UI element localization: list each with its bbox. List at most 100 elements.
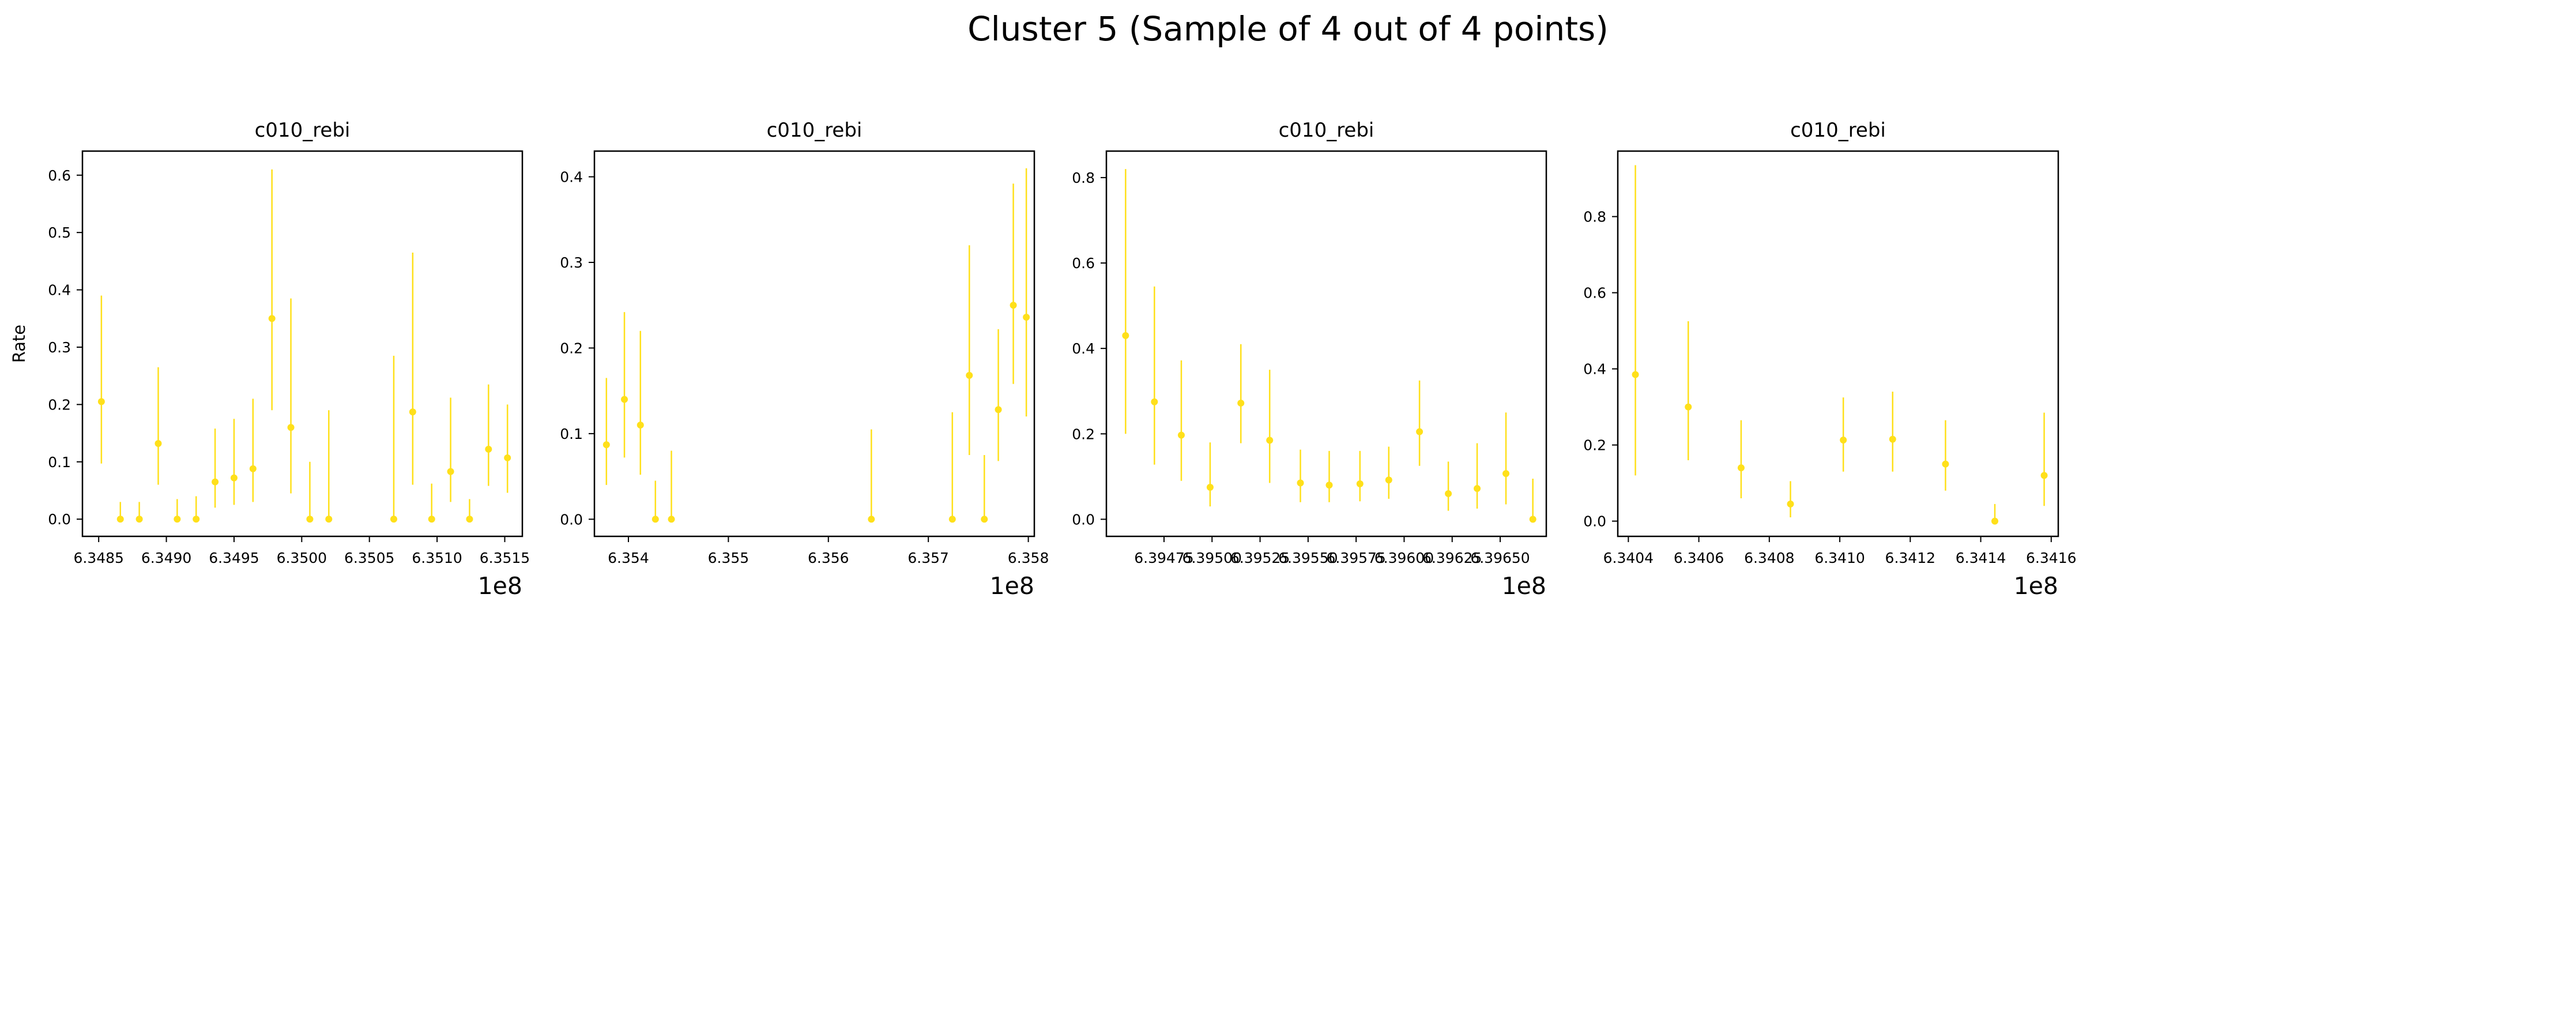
data-point — [637, 422, 644, 429]
data-point — [1787, 500, 1794, 508]
y-tick-label: 0.0 — [1583, 513, 1606, 530]
data-point — [1151, 398, 1158, 405]
data-point — [409, 408, 416, 416]
plot-area: 6.394756.395006.395256.395506.395756.396… — [1072, 119, 1547, 600]
x-tick-label: 6.358 — [1008, 550, 1049, 566]
figure-title: Cluster 5 (Sample of 4 out of 4 points) — [967, 9, 1609, 48]
data-point — [466, 516, 473, 523]
subplot-title: c010_rebi — [1279, 119, 1374, 142]
x-tick-label: 6.3414 — [1956, 550, 2006, 566]
y-tick-label: 0.2 — [1583, 437, 1606, 454]
y-tick-label: 0.0 — [1072, 511, 1095, 528]
chart-panel-4: 6.3404 6.3406 6.3408 6.3410 6.3412 6.3414 6.34… — [1583, 119, 2076, 600]
chart-panel-3: 6.394756.395006.395256.395506.395756.396… — [1072, 119, 1547, 600]
y-tick-label: 0.8 — [1072, 170, 1095, 186]
y-tick-label: 0.8 — [1583, 209, 1606, 226]
data-point — [287, 424, 295, 431]
data-point — [2040, 472, 2048, 479]
x-offset-text: 1e8 — [1502, 572, 1546, 600]
x-tick-label: 6.3500 — [277, 550, 327, 566]
x-tick-label: 6.3406 — [1674, 550, 1724, 566]
x-tick-label: 6.39650 — [1470, 550, 1530, 566]
x-tick-label: 6.3412 — [1885, 550, 1935, 566]
data-point — [1529, 516, 1536, 523]
subplot-title: c010_rebi — [1790, 119, 1886, 142]
data-point — [485, 445, 492, 453]
x-tick-label: 6.355 — [708, 550, 750, 566]
x-tick-label: 6.3410 — [1814, 550, 1865, 566]
data-point — [1297, 479, 1304, 487]
plot-area: 6.354 6.355 6.356 6.357 6.358 0.0 0.1 0.2 0.3 0.4… — [560, 119, 1049, 600]
axes-frame — [593, 150, 1035, 538]
data-point — [1942, 460, 1949, 468]
data-point — [1685, 403, 1692, 411]
x-tick-label: 6.39550 — [1278, 550, 1338, 566]
x-offset-text: 1e8 — [2014, 572, 2058, 600]
data-point — [995, 406, 1002, 414]
x-tick-label: 6.39500 — [1182, 550, 1242, 566]
y-tick-label: 0.1 — [48, 454, 71, 471]
data-point — [1474, 485, 1481, 493]
x-tick-label: 6.39600 — [1374, 550, 1434, 566]
plot-area: 6.3404 6.3406 6.3408 6.3410 6.3412 6.3414 6.34… — [1583, 119, 2076, 600]
x-tick-label: 6.3408 — [1744, 550, 1794, 566]
x-tick-label: 6.3490 — [141, 550, 191, 566]
data-point — [668, 516, 675, 523]
data-point — [1237, 399, 1245, 407]
y-tick-label: 0.1 — [560, 426, 583, 442]
data-point — [390, 516, 397, 523]
y-tick-label: 0.4 — [48, 282, 71, 299]
y-tick-label: 0.3 — [560, 254, 583, 271]
data-point — [155, 439, 162, 447]
x-tick-label: 6.3515 — [480, 550, 530, 566]
x-tick-label: 6.3404 — [1603, 550, 1654, 566]
x-tick-label: 6.3510 — [412, 550, 462, 566]
data-point — [1632, 371, 1639, 378]
data-point — [1416, 428, 1423, 435]
y-tick-label: 0.4 — [1072, 340, 1095, 357]
subplot-title: c010_rebi — [255, 119, 351, 142]
data-point — [1010, 302, 1017, 309]
x-offset-text: 1e8 — [990, 572, 1034, 600]
x-tick-label: 6.3485 — [73, 550, 123, 566]
data-point — [651, 516, 659, 523]
data-point — [212, 478, 219, 486]
x-tick-label: 6.39625 — [1422, 550, 1482, 566]
axes-frame — [1617, 150, 2059, 538]
data-point — [1122, 332, 1129, 339]
data-point — [306, 516, 314, 523]
data-point — [1266, 437, 1274, 444]
data-point — [135, 516, 143, 523]
data-point — [428, 516, 435, 523]
data-point — [97, 398, 105, 405]
y-tick-label: 0.6 — [1072, 255, 1095, 272]
data-point — [621, 396, 628, 403]
data-point — [1737, 464, 1745, 472]
data-point — [1502, 470, 1510, 478]
x-tick-label: 6.357 — [907, 550, 949, 566]
y-tick-label: 0.0 — [560, 511, 583, 528]
y-tick-label: 0.3 — [48, 339, 71, 356]
x-tick-label: 6.354 — [608, 550, 649, 566]
x-tick-label: 6.3495 — [209, 550, 259, 566]
data-point — [966, 371, 973, 379]
x-offset-text: 1e8 — [478, 572, 522, 600]
data-point — [116, 516, 124, 523]
data-point — [249, 465, 257, 472]
data-point — [602, 441, 610, 449]
y-tick-label: 0.2 — [1072, 426, 1095, 442]
x-tick-label: 6.3416 — [2026, 550, 2076, 566]
data-point — [230, 474, 238, 482]
data-point — [193, 516, 200, 523]
data-point — [1206, 483, 1214, 491]
axes-frame — [81, 150, 524, 538]
chart-panel-2: 6.354 6.355 6.356 6.357 6.358 0.0 0.1 0.2 0.3 0.4… — [560, 119, 1049, 600]
data-point — [504, 454, 511, 461]
data-point — [868, 516, 875, 523]
data-point — [1445, 490, 1452, 497]
x-tick-label: 6.3505 — [344, 550, 394, 566]
data-point — [1177, 431, 1185, 439]
x-tick-label: 6.39475 — [1134, 550, 1193, 566]
y-tick-label: 0.2 — [48, 396, 71, 413]
data-point — [1385, 476, 1392, 484]
